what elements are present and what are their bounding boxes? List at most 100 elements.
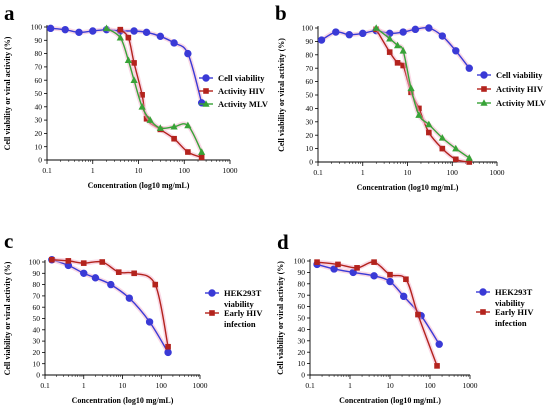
data-point xyxy=(386,34,394,42)
data-point xyxy=(416,105,422,112)
y-tick-label: 80 xyxy=(33,280,41,289)
y-tick-label: 80 xyxy=(35,49,43,58)
x-tick-label: 1000 xyxy=(193,381,208,390)
data-point xyxy=(425,120,433,128)
x-tick-label: 100 xyxy=(179,166,191,175)
data-point xyxy=(387,271,393,278)
series-2 xyxy=(372,24,473,161)
y-tick-label: 0 xyxy=(301,371,305,380)
y-tick-label: 60 xyxy=(306,77,314,86)
x-tick-label: 1000 xyxy=(463,381,478,390)
data-point xyxy=(138,103,146,110)
x-tick-label: 100 xyxy=(156,381,168,390)
data-point xyxy=(116,33,124,41)
legend-entry: Activity HIV xyxy=(477,84,544,94)
series-1 xyxy=(373,26,473,165)
y-axis-label: Cell viability or viral activity (%) xyxy=(276,261,285,375)
data-point xyxy=(75,28,83,37)
y-tick-label: 20 xyxy=(33,348,41,357)
legend-marker xyxy=(209,310,215,316)
panel-letter: c xyxy=(4,229,13,253)
data-point xyxy=(61,25,69,34)
data-point xyxy=(170,39,178,47)
series-1 xyxy=(314,259,440,369)
data-point xyxy=(198,148,206,155)
legend-entry: Activity MLV xyxy=(477,98,547,108)
data-point xyxy=(354,265,360,271)
x-tick-label: 10 xyxy=(386,381,394,390)
data-point xyxy=(438,134,446,141)
chart-panel-d: d 0 10 20 30 40 50 60 70 80 90 100 0.1 1 10 100 1000 Conc… xyxy=(276,230,534,405)
data-point xyxy=(80,260,87,266)
series-line xyxy=(51,259,169,347)
y-tick-label: 60 xyxy=(33,303,41,312)
legend-label: Activity HIV xyxy=(218,86,266,96)
data-point xyxy=(89,27,97,35)
x-tick-label: 1000 xyxy=(490,168,505,177)
legend-marker xyxy=(480,71,488,79)
legend-marker xyxy=(479,288,487,296)
data-point xyxy=(345,31,353,39)
data-point xyxy=(335,261,341,268)
x-tick-label: 10 xyxy=(119,381,127,390)
x-tick-label: 100 xyxy=(447,168,459,177)
y-tick-label: 40 xyxy=(33,325,41,334)
y-tick-label: 40 xyxy=(298,325,306,334)
y-tick-label: 60 xyxy=(298,302,306,311)
data-point xyxy=(466,159,473,165)
y-tick-label: 90 xyxy=(298,268,306,277)
y-tick-label: 100 xyxy=(294,257,306,266)
legend-label: HEK293T viability xyxy=(495,287,533,308)
y-axis-label: Cell viability or viral activity (%) xyxy=(277,38,286,152)
legend-entry: Cell viability xyxy=(199,73,265,83)
series-line xyxy=(106,27,203,153)
data-point xyxy=(170,122,178,130)
data-point xyxy=(359,29,367,38)
data-point xyxy=(332,28,340,36)
x-tick-label: 1 xyxy=(82,381,86,390)
data-point xyxy=(452,156,459,163)
data-point xyxy=(317,36,326,44)
data-point xyxy=(130,76,138,83)
legend-entry: HEK293T viability xyxy=(476,287,533,308)
x-axis-label: Concentration (log10 mg/mL) xyxy=(357,183,459,192)
data-point xyxy=(438,32,447,40)
panel-letter: a xyxy=(4,1,15,25)
series-glow xyxy=(49,257,171,355)
legend-label: Activity HIV xyxy=(496,84,544,94)
legend-marker xyxy=(208,289,216,297)
y-tick-label: 10 xyxy=(306,144,314,153)
legend-marker xyxy=(480,99,488,106)
y-tick-label: 20 xyxy=(298,348,306,357)
y-tick-label: 100 xyxy=(302,24,314,33)
y-tick-label: 10 xyxy=(35,142,43,151)
legend-entry: Early HIV infection xyxy=(205,308,263,329)
legend-label: Cell viability xyxy=(496,70,543,80)
legend-marker xyxy=(481,86,487,92)
x-tick-label: 10 xyxy=(404,168,412,177)
legend-label: Early HIV infection xyxy=(224,308,263,329)
series-1 xyxy=(49,256,171,350)
data-point xyxy=(393,41,402,49)
data-point xyxy=(130,27,138,35)
x-tick-label: 0.1 xyxy=(40,381,50,390)
data-point xyxy=(435,340,443,348)
y-tick-label: 40 xyxy=(35,102,43,111)
x-tick-label: 1000 xyxy=(223,166,238,175)
y-tick-label: 0 xyxy=(38,156,42,165)
data-point xyxy=(452,144,460,152)
data-point xyxy=(400,62,406,69)
data-point xyxy=(107,280,115,289)
data-point xyxy=(145,318,154,326)
y-tick-label: 0 xyxy=(309,158,313,167)
data-point xyxy=(146,116,154,123)
y-tick-label: 20 xyxy=(306,131,314,140)
y-tick-label: 50 xyxy=(306,91,314,100)
legend-entry: Activity MLV xyxy=(199,99,269,109)
series-line xyxy=(51,259,169,353)
data-point xyxy=(117,26,124,33)
data-point xyxy=(439,145,446,152)
data-point xyxy=(91,274,100,282)
legend-label: Activity MLV xyxy=(218,99,269,109)
